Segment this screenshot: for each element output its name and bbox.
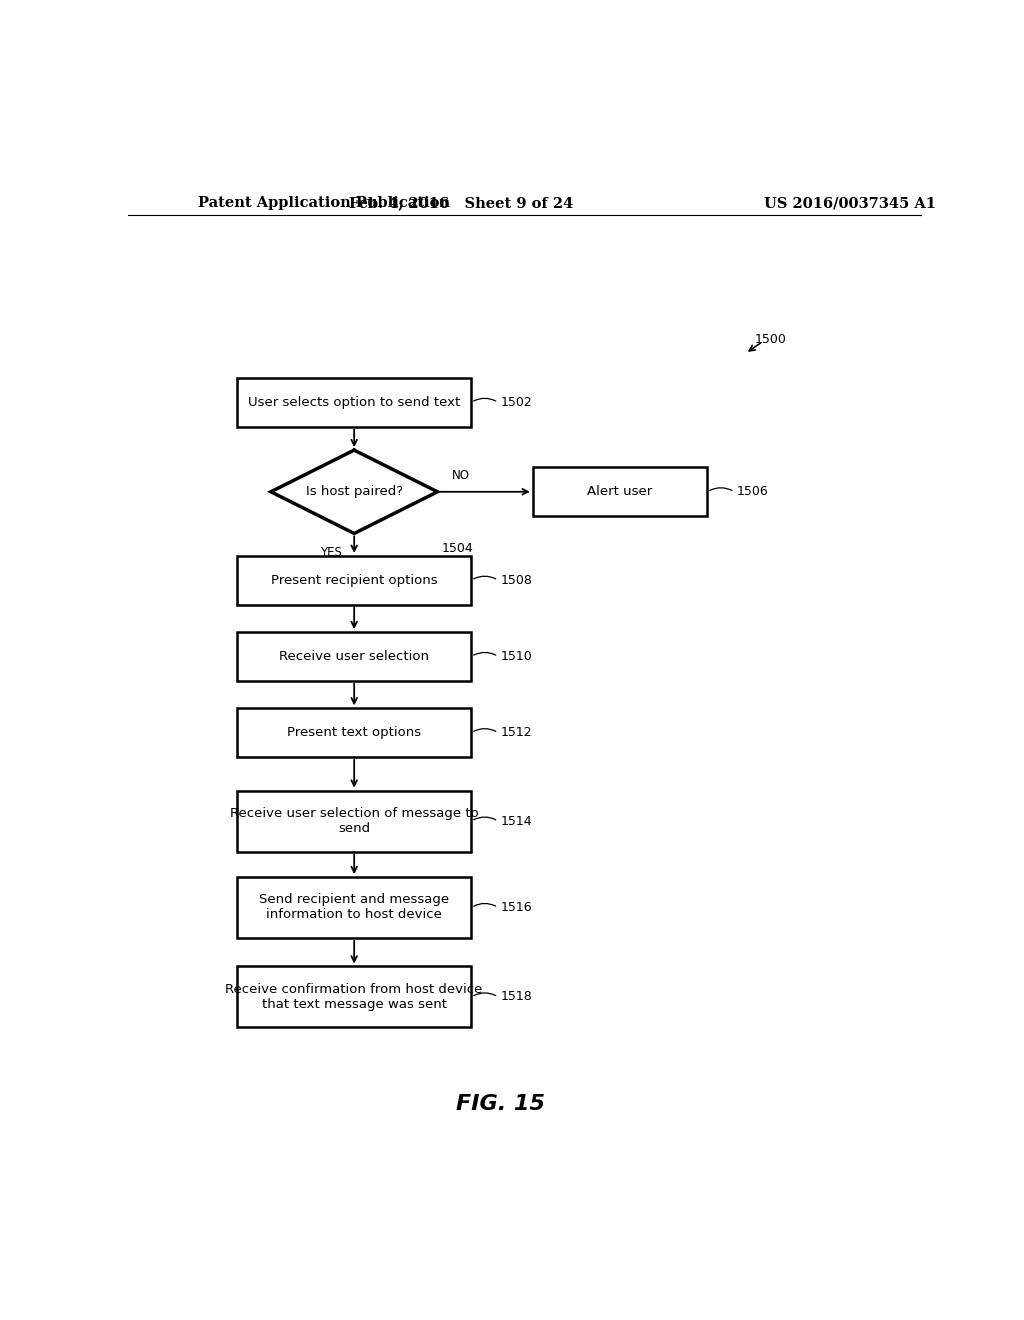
Text: Receive user selection: Receive user selection [280,649,429,663]
Text: Is host paired?: Is host paired? [305,486,402,498]
FancyBboxPatch shape [238,632,471,681]
Text: YES: YES [319,545,341,558]
FancyBboxPatch shape [238,556,471,605]
Text: 1502: 1502 [501,396,532,409]
Text: User selects option to send text: User selects option to send text [248,396,461,409]
Text: 1516: 1516 [501,902,532,913]
Text: 1504: 1504 [441,541,473,554]
Text: Present text options: Present text options [287,726,421,739]
Text: FIG. 15: FIG. 15 [457,1094,546,1114]
Text: 1510: 1510 [501,649,532,663]
Text: NO: NO [452,469,470,482]
Text: Alert user: Alert user [588,486,652,498]
Text: US 2016/0037345 A1: US 2016/0037345 A1 [764,197,936,210]
Text: Receive user selection of message to
send: Receive user selection of message to sen… [229,807,478,836]
FancyBboxPatch shape [238,378,471,426]
Text: 1506: 1506 [736,486,768,498]
FancyBboxPatch shape [238,791,471,851]
FancyBboxPatch shape [238,876,471,939]
Text: Feb. 4, 2016   Sheet 9 of 24: Feb. 4, 2016 Sheet 9 of 24 [349,197,573,210]
FancyBboxPatch shape [532,467,708,516]
Text: 1518: 1518 [501,990,532,1003]
Polygon shape [270,450,437,533]
Text: 1508: 1508 [501,574,532,586]
Text: 1514: 1514 [501,814,532,828]
Text: Send recipient and message
information to host device: Send recipient and message information t… [259,894,450,921]
Text: Present recipient options: Present recipient options [271,574,437,586]
Text: 1500: 1500 [755,333,786,346]
Text: 1512: 1512 [501,726,532,739]
Text: Receive confirmation from host device
that text message was sent: Receive confirmation from host device th… [225,983,483,1011]
FancyBboxPatch shape [238,966,471,1027]
FancyBboxPatch shape [238,709,471,758]
Text: Patent Application Publication: Patent Application Publication [198,197,450,210]
